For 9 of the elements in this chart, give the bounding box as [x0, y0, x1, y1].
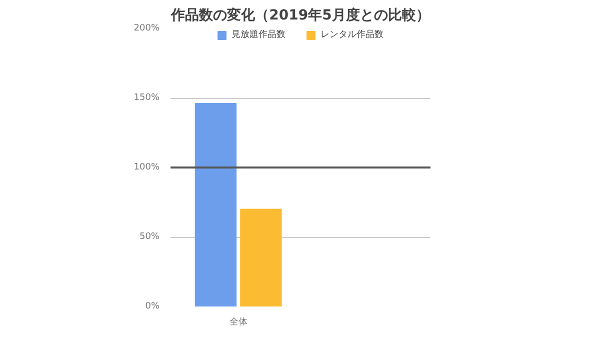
- legend-label: レンタル作品数: [320, 28, 384, 41]
- y-tick-label: 200%: [134, 24, 160, 34]
- y-tick-label: 100%: [134, 162, 160, 172]
- y-tick-label: 150%: [134, 93, 160, 103]
- legend-label: 見放題作品数: [232, 28, 286, 41]
- y-tick-label: 0%: [145, 302, 160, 312]
- y-tick-label: 50%: [139, 232, 160, 242]
- x-tick-label: 全体: [229, 316, 248, 328]
- text: 作品数の変化（2019年5月度との比較）: [170, 6, 430, 24]
